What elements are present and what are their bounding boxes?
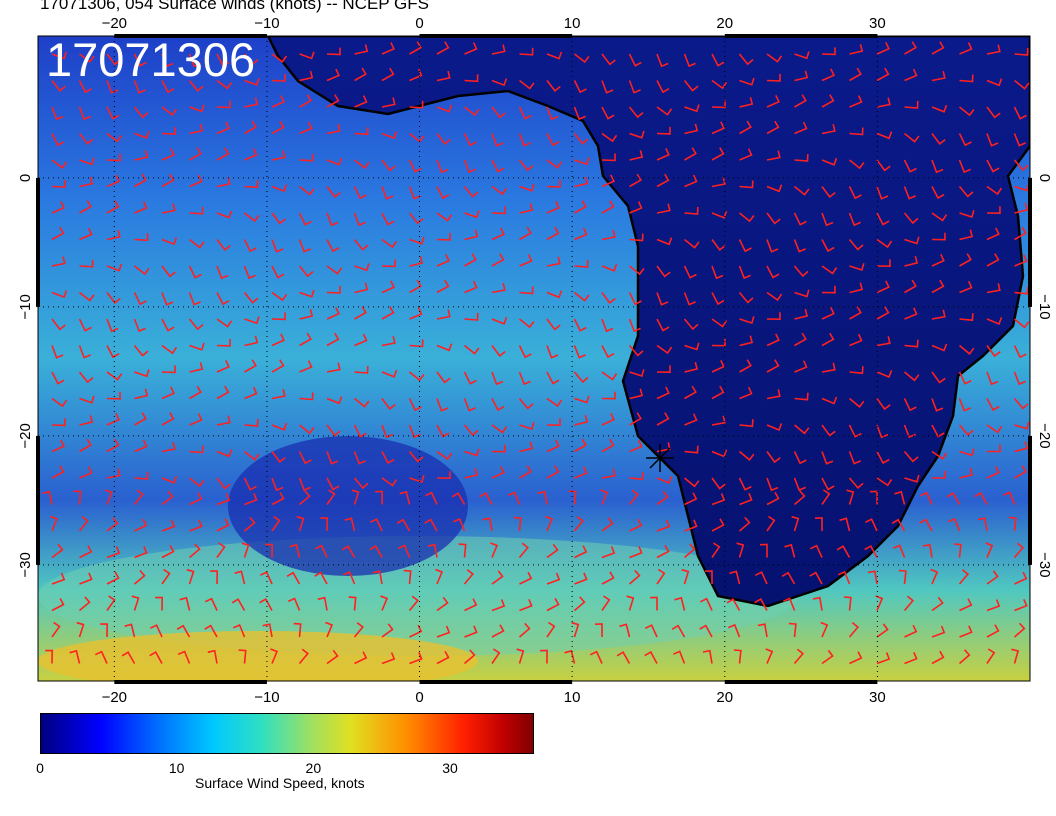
map-title: 17071306, 054 Surface winds (knots) -- N… bbox=[40, 0, 429, 13]
date-stamp: 17071306 bbox=[46, 33, 256, 86]
longitude-tick-label: −10 bbox=[254, 689, 279, 706]
latitude-tick-label: −30 bbox=[17, 552, 34, 577]
longitude-tick-label: 30 bbox=[869, 15, 886, 32]
longitude-tick-label: 20 bbox=[716, 689, 733, 706]
top-longitude-labels: −20 −10 0 10 20 30 bbox=[102, 15, 886, 32]
longitude-tick-label: −20 bbox=[102, 689, 127, 706]
longitude-tick-label: 10 bbox=[564, 689, 581, 706]
latitude-tick-label: −10 bbox=[1036, 294, 1053, 319]
latitude-tick-label: −10 bbox=[17, 294, 34, 319]
longitude-tick-label: −20 bbox=[102, 15, 127, 32]
latitude-tick-label: −20 bbox=[17, 423, 34, 448]
latitude-tick-label: 0 bbox=[17, 174, 34, 182]
colorbar-tick-label: 30 bbox=[442, 760, 458, 776]
longitude-tick-label: −10 bbox=[254, 15, 279, 32]
bottom-longitude-labels: −20 −10 0 10 20 30 bbox=[102, 689, 886, 706]
longitude-tick-label: 0 bbox=[415, 15, 423, 32]
longitude-tick-label: 0 bbox=[415, 689, 423, 706]
colorbar-tick-label: 0 bbox=[36, 760, 44, 776]
longitude-tick-label: 10 bbox=[564, 15, 581, 32]
wind-speed-colorbar bbox=[40, 713, 534, 754]
latitude-tick-label: −20 bbox=[1036, 423, 1053, 448]
colorbar-tick-label: 10 bbox=[168, 760, 185, 776]
right-latitude-labels: 0 −10 −20 −30 bbox=[1036, 174, 1053, 578]
low-wind-eddy bbox=[228, 436, 468, 576]
left-latitude-labels: 0 −10 −20 −30 bbox=[17, 174, 34, 578]
storm-marker bbox=[646, 444, 674, 472]
colorbar-tick-label: 20 bbox=[305, 760, 322, 776]
longitude-tick-label: 30 bbox=[869, 689, 886, 706]
wind-map[interactable] bbox=[38, 36, 1030, 681]
latitude-tick-label: 0 bbox=[1036, 174, 1053, 182]
longitude-tick-label: 20 bbox=[716, 15, 733, 32]
latitude-tick-label: −30 bbox=[1036, 552, 1053, 577]
colorbar-label: Surface Wind Speed, knots bbox=[195, 775, 365, 791]
